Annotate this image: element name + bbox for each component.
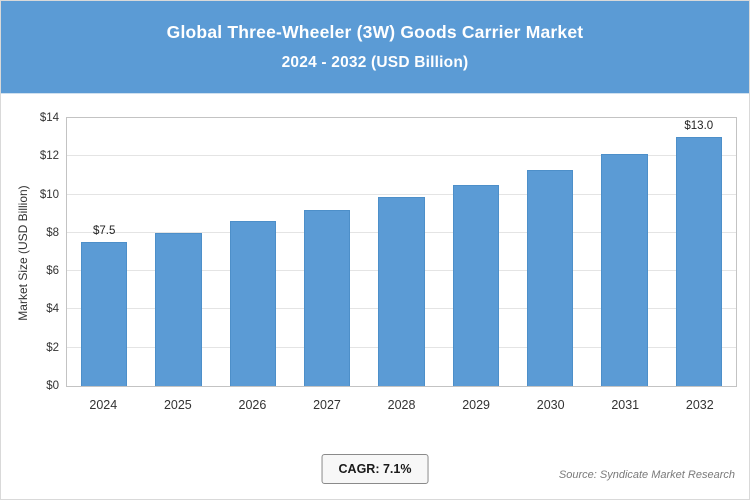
plot-area: $0 $2 $4 $6 $8 $10 $12 $14 $7.5 $13.0 [40,112,737,392]
bar-2028 [378,196,425,386]
x-tick-label: 2027 [313,398,341,412]
y-tick-label: $4 [46,303,59,316]
bar-column [587,118,661,386]
bar-value-label: $7.5 [92,225,116,238]
bar-column: $13.0 [662,118,736,386]
y-tick-label: $12 [39,150,59,163]
bar-2024 [81,242,128,386]
bar-column [216,118,290,386]
bar-2030 [527,169,574,386]
y-tick-label: $8 [46,226,59,239]
bars-container: $7.5 $13.0 [67,118,736,386]
bar-column [364,118,438,386]
chart-subtitle: 2024 - 2032 (USD Billion) [281,54,469,71]
y-tick-label: $10 [39,188,59,201]
x-axis-labels: 2024 2025 2026 2027 2028 2029 2030 2031 2032 [66,395,737,415]
bar-column [290,118,364,386]
y-axis-title: Market Size (USD Billion) [16,185,30,321]
bar-2032 [675,137,722,386]
bar-value-label: $13.0 [684,120,714,133]
cagr-badge: CAGR: 7.1% [321,454,429,484]
x-tick-label: 2025 [163,398,192,412]
bar-column [141,118,215,386]
bar-2027 [304,209,351,386]
gridline [67,155,736,157]
bar-2031 [601,154,648,386]
gridline [67,193,736,195]
x-tick-label: 2024 [89,398,118,412]
y-tick-label: $14 [39,112,59,124]
x-tick-label: 2026 [238,398,267,412]
bar-column [513,118,587,386]
x-tick-label: 2032 [685,398,714,412]
x-tick-label: 2030 [536,398,565,412]
chart-title: Global Three-Wheeler (3W) Goods Carrier … [166,22,584,42]
bar-2026 [229,221,276,386]
bar-column: $7.5 [67,118,141,386]
x-tick-label: 2029 [462,398,490,412]
bar-2029 [452,185,499,386]
x-tick-label: 2031 [611,398,640,412]
y-tick-label: $2 [46,341,59,354]
x-tick-label: 2028 [387,398,416,412]
y-tick-label: $6 [46,265,59,278]
header: Global Three-Wheeler (3W) Goods Carrier … [1,1,749,94]
bar-2025 [155,232,202,386]
source-text: Source: Syndicate Market Research [558,469,735,481]
cagr-label: CAGR: 7.1% [338,462,412,476]
y-tick-label: $0 [46,380,59,392]
bar-column [439,118,513,386]
